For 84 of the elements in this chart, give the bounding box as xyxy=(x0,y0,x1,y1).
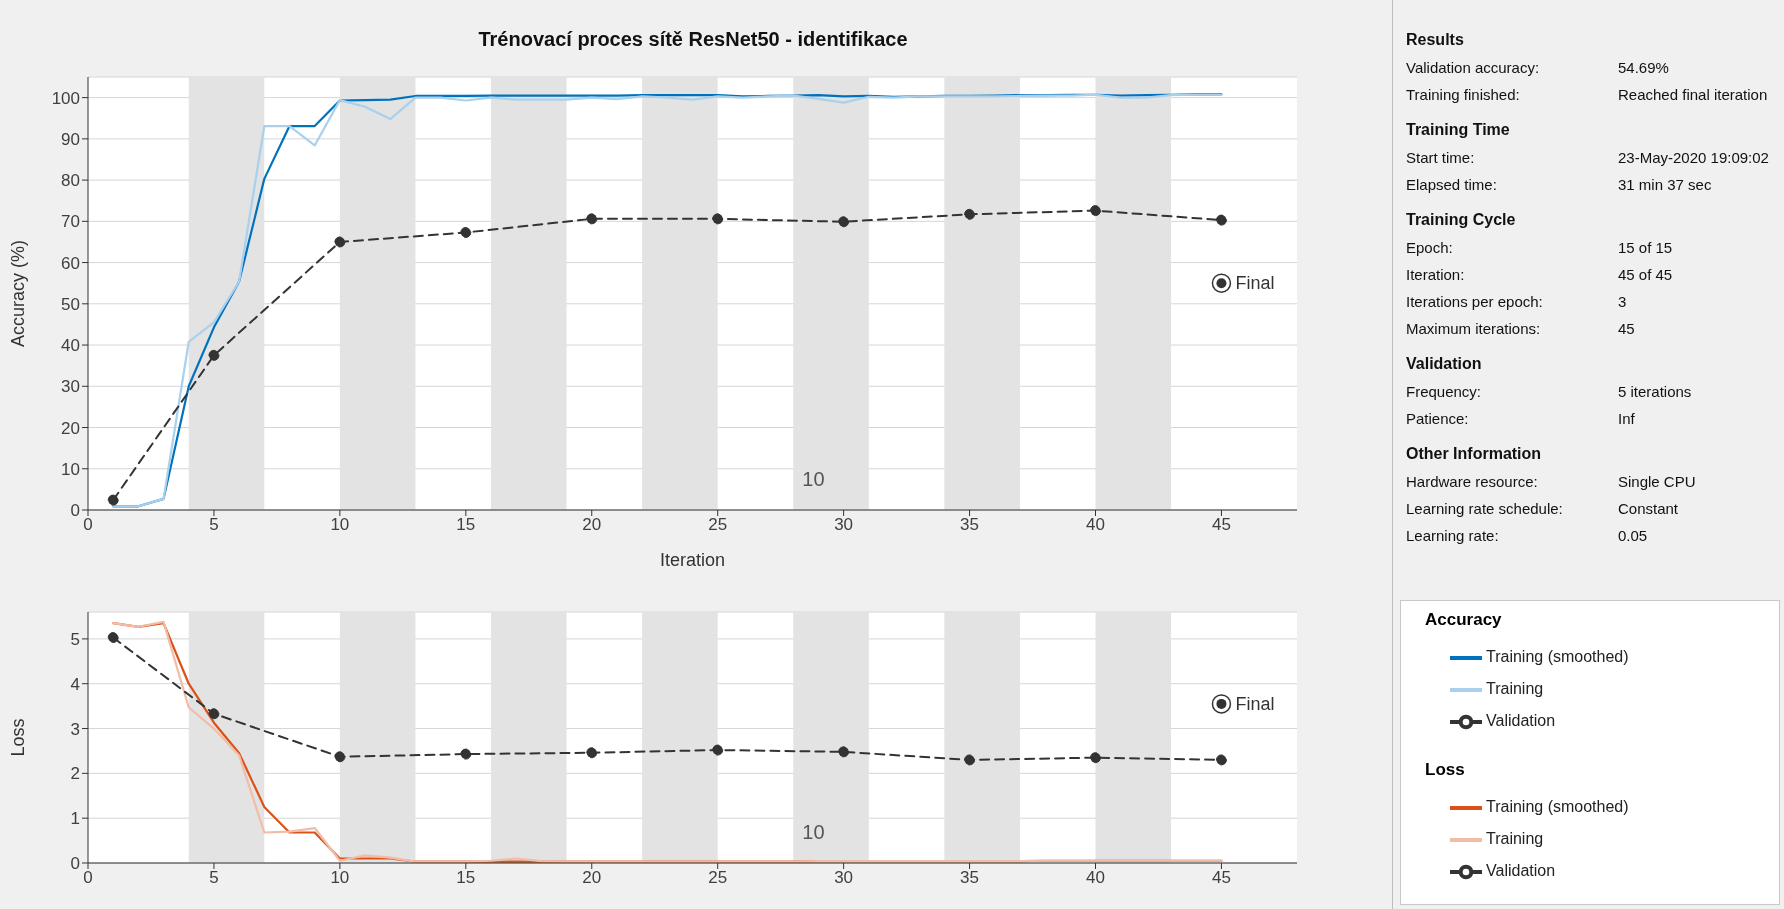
x-tick-label: 40 xyxy=(1086,868,1105,888)
x-tick-label: 30 xyxy=(834,868,854,888)
x-tick-label: 0 xyxy=(83,515,93,535)
legend-label: Training xyxy=(1486,830,1544,848)
y-tick-label: 4 xyxy=(70,674,80,694)
y-tick-label: 20 xyxy=(61,418,80,438)
annotation: 10 xyxy=(802,821,825,843)
text: 23-May-2020 19:09:02 xyxy=(1618,148,1769,168)
y-tick-label: 0 xyxy=(70,501,80,521)
y-tick-label: 0 xyxy=(70,854,80,874)
x-tick-label: 5 xyxy=(209,515,219,535)
x-tick-label: 25 xyxy=(708,515,728,535)
x-tick-label: 35 xyxy=(960,868,980,888)
y-tick-label: 5 xyxy=(70,629,80,649)
text: Learning rate: xyxy=(1406,526,1500,546)
text: Validation xyxy=(1406,354,1483,374)
text: Other Information xyxy=(1406,444,1543,464)
text: Iterations per epoch: xyxy=(1406,292,1544,312)
text: Iteration: xyxy=(1406,265,1466,285)
y-tick-label: 100 xyxy=(51,88,80,108)
text: Patience: xyxy=(1406,409,1470,429)
text: Inf xyxy=(1618,409,1635,429)
x-tick-label: 35 xyxy=(960,515,980,535)
legend-label: Validation xyxy=(1486,862,1556,880)
text: 3 xyxy=(1618,292,1627,312)
legend-title: Accuracy xyxy=(1425,610,1502,630)
annotation: Final xyxy=(1235,273,1275,294)
text: Training Time xyxy=(1406,120,1511,140)
text: Training finished: xyxy=(1406,85,1521,105)
text: Hardware resource: xyxy=(1406,472,1539,492)
text: 54.69% xyxy=(1618,58,1669,78)
y-tick-label: 10 xyxy=(61,459,80,479)
x-tick-label: 0 xyxy=(83,868,93,888)
y-axis-title: Loss xyxy=(8,718,29,757)
y-tick-label: 70 xyxy=(61,212,80,232)
text: Results xyxy=(1406,30,1465,50)
x-tick-label: 10 xyxy=(330,868,350,888)
x-tick-label: 15 xyxy=(456,515,476,535)
text: Start time: xyxy=(1406,148,1476,168)
y-axis-title: Accuracy (%) xyxy=(8,239,29,348)
x-axis-title: Iteration xyxy=(659,550,726,570)
y-tick-label: 2 xyxy=(70,764,80,784)
legend-label: Training (smoothed) xyxy=(1486,648,1629,666)
x-tick-label: 25 xyxy=(708,868,728,888)
text: Training Cycle xyxy=(1406,210,1517,230)
x-tick-label: 20 xyxy=(582,868,602,888)
text: Frequency: xyxy=(1406,382,1483,402)
legend-label: Training (smoothed) xyxy=(1486,798,1629,816)
annotation: Final xyxy=(1235,693,1275,714)
annotation: 10 xyxy=(802,468,825,490)
text: Single CPU xyxy=(1618,472,1696,492)
text: Epoch: xyxy=(1406,238,1454,258)
legend-title: Loss xyxy=(1425,760,1465,780)
y-tick-label: 3 xyxy=(70,719,80,739)
y-tick-label: 90 xyxy=(61,129,80,149)
text: 5 iterations xyxy=(1618,382,1692,402)
text: 0.05 xyxy=(1618,526,1648,546)
text: Validation accuracy: xyxy=(1406,58,1541,78)
y-tick-label: 30 xyxy=(61,377,80,397)
x-tick-label: 40 xyxy=(1086,515,1105,535)
x-tick-label: 5 xyxy=(209,868,219,888)
chart-title: Trénovací proces sítě ResNet50 - identifikace xyxy=(477,28,909,51)
x-tick-label: 15 xyxy=(456,868,476,888)
legend-label: Training xyxy=(1486,680,1544,698)
text: 31 min 37 sec xyxy=(1618,175,1712,195)
text: Constant xyxy=(1618,499,1679,519)
x-tick-label: 30 xyxy=(834,515,854,535)
text: 45 xyxy=(1618,319,1635,339)
text: 15 of 15 xyxy=(1618,238,1673,258)
legend-label: Validation xyxy=(1486,712,1556,730)
text: Reached final iteration xyxy=(1618,85,1768,105)
x-tick-label: 45 xyxy=(1211,868,1231,888)
text: Learning rate schedule: xyxy=(1406,499,1564,519)
y-tick-label: 1 xyxy=(70,809,80,829)
text: Maximum iterations: xyxy=(1406,319,1542,339)
text: 45 of 45 xyxy=(1618,265,1673,285)
y-tick-label: 60 xyxy=(61,253,80,273)
x-tick-label: 10 xyxy=(330,515,350,535)
y-tick-label: 50 xyxy=(61,294,80,314)
text: Elapsed time: xyxy=(1406,175,1498,195)
x-tick-label: 20 xyxy=(582,515,602,535)
x-tick-label: 45 xyxy=(1211,515,1231,535)
y-tick-label: 80 xyxy=(61,171,80,191)
y-tick-label: 40 xyxy=(61,336,80,356)
